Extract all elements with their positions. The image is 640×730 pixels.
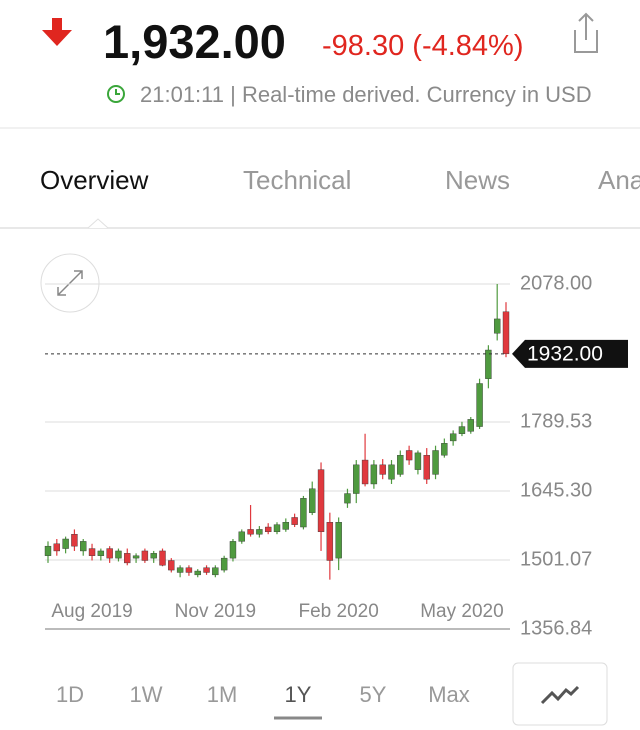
candle-body	[141, 550, 149, 561]
candle-body	[423, 455, 430, 480]
candle-body	[194, 570, 201, 576]
tab[interactable]: Analysis	[598, 165, 640, 195]
expand-button[interactable]	[40, 253, 100, 313]
candle-body	[485, 349, 492, 379]
candle-body	[168, 560, 175, 571]
candle-body	[291, 517, 298, 525]
range-button[interactable]: 1Y	[284, 682, 312, 707]
line-chart-toggle[interactable]	[512, 662, 608, 726]
candle-body	[353, 464, 360, 494]
candle-body	[300, 498, 307, 528]
candle-body	[449, 433, 457, 442]
candle-body	[335, 522, 342, 559]
y-tick-label: 1789.53	[520, 410, 592, 432]
candle-body	[502, 311, 510, 355]
candle-body	[326, 522, 334, 561]
candle-body	[115, 550, 122, 559]
price-change: -98.30 (-4.84%)	[322, 30, 524, 62]
down-arrow-icon	[42, 18, 72, 46]
candle-body	[159, 550, 166, 566]
candle-body	[238, 531, 245, 542]
candle-body	[344, 493, 351, 504]
candle-body	[71, 534, 78, 547]
candle-body	[220, 557, 228, 571]
share-icon[interactable]	[574, 12, 598, 53]
range-button[interactable]: 1M	[206, 682, 238, 707]
candle-body	[185, 567, 193, 573]
tab[interactable]: Overview	[40, 165, 149, 195]
candle-body	[432, 450, 439, 475]
candle-body	[476, 383, 483, 427]
candle-body	[388, 464, 395, 480]
candle-body	[361, 459, 369, 485]
candle-body	[467, 419, 474, 432]
candle-body	[44, 545, 52, 556]
candle-body	[203, 567, 210, 573]
candle-body	[124, 553, 131, 564]
candle-body	[132, 555, 140, 559]
candle-body	[370, 464, 378, 485]
range-button[interactable]: 1W	[129, 682, 163, 707]
y-tick-label: 1645.30	[520, 479, 592, 501]
candle-body	[441, 443, 448, 456]
candle-body	[53, 543, 61, 552]
candle-body	[256, 529, 263, 535]
candle-body	[309, 488, 316, 513]
status: 21:01:11 | Real-time derived. Currency i…	[140, 82, 592, 107]
y-tick-label: 2078.00	[520, 272, 592, 294]
candle-body	[247, 529, 254, 535]
x-tick-label: Feb 2020	[299, 601, 379, 622]
candle-body	[229, 541, 237, 559]
candle-body	[317, 469, 325, 533]
tab-pointer	[87, 218, 109, 229]
x-tick-label: Aug 2019	[51, 601, 132, 622]
x-tick-label: May 2020	[420, 601, 503, 622]
candle-body	[282, 522, 290, 530]
price: 1,932.00	[103, 15, 286, 68]
candle-body	[379, 464, 386, 475]
candle-body	[62, 538, 69, 549]
candle-body	[493, 318, 501, 334]
clock-icon	[107, 85, 125, 103]
candle-body	[80, 541, 87, 552]
range-button[interactable]: 1D	[55, 682, 85, 707]
y-tick-label: 1501.07	[520, 548, 592, 570]
tab[interactable]: Technical	[243, 165, 352, 195]
candle-body	[97, 550, 105, 556]
candle-body	[458, 426, 466, 434]
candle-body	[106, 548, 113, 559]
candle-body	[176, 567, 184, 573]
candle-body	[273, 524, 281, 533]
range-button[interactable]: 5Y	[359, 682, 387, 707]
x-tick-label: Nov 2019	[175, 601, 256, 622]
candle-body	[397, 455, 404, 475]
candle-body	[264, 526, 272, 533]
last-price-tag	[512, 339, 628, 368]
last-price-label: 1932.00	[527, 342, 603, 365]
candle-body	[212, 567, 219, 576]
tab[interactable]: News	[445, 165, 511, 195]
candle-body	[405, 450, 413, 461]
candle-body	[150, 553, 157, 559]
candle-body	[414, 452, 422, 470]
candle-body	[88, 548, 96, 556]
y-tick-label: 1356.84	[520, 617, 592, 639]
range-button[interactable]: Max	[428, 682, 470, 707]
